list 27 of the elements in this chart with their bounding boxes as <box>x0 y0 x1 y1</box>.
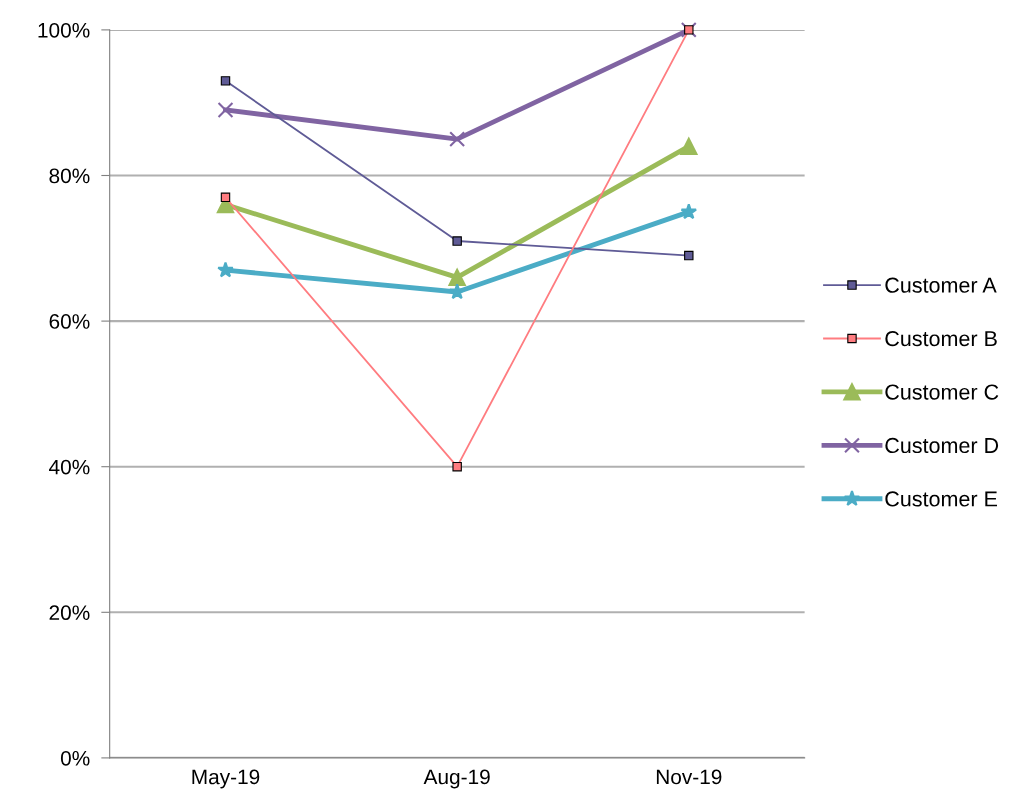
point <box>220 76 231 86</box>
point <box>684 250 694 261</box>
point <box>680 137 698 156</box>
point <box>452 236 462 246</box>
point <box>220 192 231 203</box>
legend-label: Customer C <box>885 384 999 400</box>
point <box>452 461 462 472</box>
point <box>684 25 694 35</box>
point <box>217 101 234 118</box>
x-tick-label: Nov-19 <box>656 769 722 785</box>
y-tick-label: 20% <box>49 605 90 621</box>
point <box>680 203 698 220</box>
legend-label: Customer D <box>885 437 999 454</box>
point <box>448 268 466 287</box>
y-tick-label: 100% <box>38 22 90 38</box>
legend-label: Customer B <box>885 331 997 347</box>
legend-label: Customer E <box>885 491 998 507</box>
y-tick-label: 0% <box>60 750 90 766</box>
x-tick-label: May-19 <box>192 769 260 789</box>
y-tick-label: 60% <box>49 314 90 329</box>
y-tick-label: 80% <box>49 168 90 184</box>
point <box>449 131 466 148</box>
point <box>217 261 234 278</box>
y-tick-label: 40% <box>49 459 90 475</box>
legend-label: Customer A <box>885 277 997 293</box>
point <box>680 21 697 38</box>
x-tick-label: Aug-19 <box>423 769 490 789</box>
